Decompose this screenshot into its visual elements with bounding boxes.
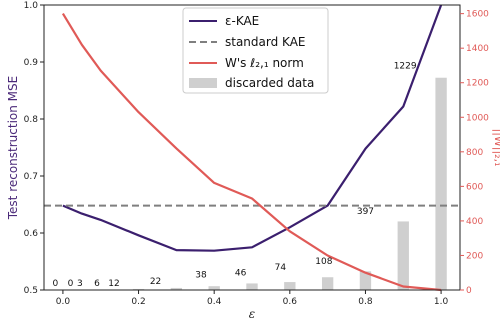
bar-label: 38 [195,270,207,280]
bar-label: 0 [52,279,58,289]
plot-frame [43,4,461,291]
y-tick-label: 1.0 [24,1,39,11]
legend-label: discarded data [225,76,314,90]
bar-label: 12 [108,279,119,289]
y2-tick-label: 0 [466,286,472,296]
legend-label: W's ℓ₂,₁ norm [225,56,304,70]
bar-discarded [284,282,296,290]
y2-tick-label: 800 [466,148,483,158]
legend: ε-KAE standard KAE W's ℓ₂,₁ norm discarded … [182,7,329,94]
x-axis-title: ε [249,307,255,321]
y-tick-label: 0.7 [24,172,38,182]
y2-tick-label: 600 [466,182,483,192]
bar-discarded [208,286,220,290]
bar-discarded [132,288,145,290]
legend-box [182,7,329,94]
y-tick-label: 0.8 [24,115,39,125]
y-tick-label: 0.9 [24,58,39,68]
x-tick-label: 0.2 [131,297,145,307]
bar-discarded [170,287,183,290]
bar-label: 397 [357,207,374,217]
series-line [61,13,442,292]
y2-tick-label: 400 [466,217,483,227]
y2-tick-label: 1600 [466,10,489,20]
x-tick-label: 0.0 [56,297,71,307]
bar-discarded [321,277,334,290]
x-tick-label: 1.0 [434,297,449,307]
legend-swatch [189,78,217,88]
y2-axis-title: ||W||₂,₁ [492,128,500,166]
bar-label: 1229 [394,62,417,72]
bar-discarded [359,271,372,290]
bar-label: 74 [275,263,287,273]
legend-label: standard KAE [225,35,306,49]
bar-label: 108 [315,257,332,267]
x-tick-label: 0.6 [283,297,298,307]
y2-tick-label: 1000 [466,113,489,123]
bar-discarded [246,283,258,290]
bar-label: 0 [68,279,74,289]
y-tick-label: 0.6 [24,229,39,239]
x-tick-label: 0.4 [207,297,222,307]
y2-tick-label: 1200 [466,79,489,89]
bar-discarded [397,221,409,290]
y-axis-title: Test reconstruction MSE [6,76,20,221]
bar-label: 22 [150,277,161,287]
bar-label: 3 [77,279,83,289]
axes-layer: 0.0 0.2 0.4 0.6 0.8 1.0 0.5 0.6 0.7 0.8 0.9 1.0 0 200… [6,1,500,321]
x-tick-label: 0.8 [358,297,373,307]
bars-layer [95,77,447,290]
y2-tick-label: 1400 [466,44,489,54]
series-line [62,4,443,252]
bar-label: 46 [235,268,247,278]
legend-label: ε-KAE [225,14,259,28]
y2-tick-label: 200 [466,251,483,261]
bar-label: 6 [94,279,100,289]
y-tick-label: 0.5 [24,286,38,296]
bar-discarded [435,77,447,290]
lines-layer [44,4,460,292]
